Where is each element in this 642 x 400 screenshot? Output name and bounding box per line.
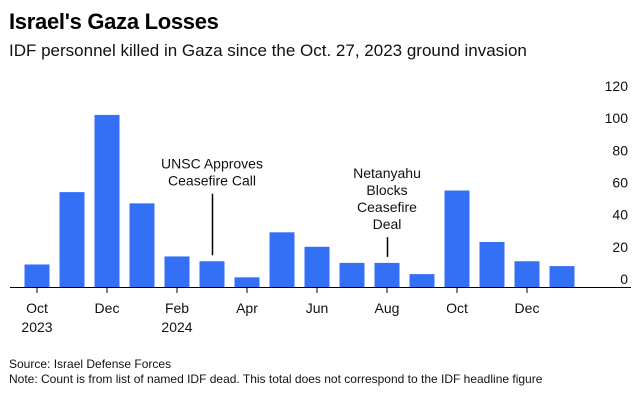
annotation-text: Ceasefire Call — [168, 173, 256, 189]
annotation-text: Netanyahu — [353, 165, 421, 181]
bar-2024-06 — [304, 246, 330, 287]
bar-2024-07 — [339, 262, 365, 287]
methodology-note: Note: Count is from list of named IDF de… — [9, 372, 543, 386]
bar-2024-09 — [409, 274, 435, 287]
bar-2024-02 — [164, 256, 190, 287]
y-tick-label: 40 — [612, 207, 628, 223]
bar-chart: 0 20 40 60 80 100 120 Oct 2023 Dec Feb 2024 Apr Jun Au… — [10, 80, 631, 335]
bar-2025-01 — [549, 266, 575, 287]
footer: Source: Israel Defense Forces Note: Coun… — [9, 357, 542, 387]
bar-2023-11 — [59, 192, 85, 287]
x-tick-label: Dec — [515, 300, 540, 316]
y-tick-label: 0 — [620, 271, 628, 287]
annotation-text: Deal — [373, 216, 402, 232]
y-tick-label: 120 — [605, 80, 629, 94]
y-tick-label: 60 — [612, 175, 628, 191]
bar-2023-12 — [94, 114, 120, 288]
bar-2024-03 — [199, 261, 225, 287]
bar-2024-12 — [514, 261, 540, 287]
x-tick-label: Dec — [95, 300, 120, 316]
annotation-text: Ceasefire — [357, 199, 417, 215]
x-tick-label: 2024 — [161, 319, 192, 335]
bar-2024-11 — [479, 241, 505, 287]
bar-2024-01 — [129, 203, 155, 287]
x-tick-label: Oct — [26, 300, 48, 316]
x-tick-label: Jun — [306, 300, 329, 316]
bar-2024-08 — [374, 262, 400, 287]
x-tick-label: Feb — [165, 300, 189, 316]
x-tick-label: Oct — [446, 300, 468, 316]
chart-title: Israel's Gaza Losses — [9, 9, 219, 34]
bar-2024-04 — [234, 277, 260, 287]
annotation-text: Blocks — [366, 182, 407, 198]
annotation-text: UNSC Approves — [161, 156, 263, 172]
chart-subtitle: IDF personnel killed in Gaza since the O… — [9, 41, 527, 60]
x-tick-label: Apr — [236, 300, 258, 316]
x-tick-label: 2023 — [21, 319, 52, 335]
y-tick-label: 20 — [612, 239, 628, 255]
source-note: Source: Israel Defense Forces — [9, 357, 172, 371]
bar-2023-10 — [24, 264, 50, 287]
y-tick-label: 80 — [612, 142, 628, 158]
bar-2024-10 — [444, 190, 470, 287]
bar-2024-05 — [269, 232, 295, 287]
x-tick-label: Aug — [375, 300, 400, 316]
y-tick-label: 100 — [605, 110, 629, 126]
